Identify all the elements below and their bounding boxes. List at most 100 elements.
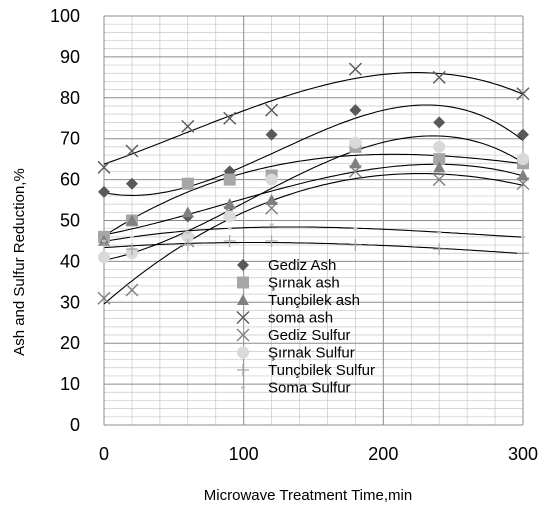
data-point <box>223 173 236 186</box>
data-point <box>125 177 138 190</box>
data-point <box>521 235 525 238</box>
marker-shape <box>517 128 529 141</box>
data-point <box>433 243 446 256</box>
data-point <box>269 223 274 226</box>
marker-shape <box>223 111 237 125</box>
marker-shape <box>125 243 138 256</box>
marker-shape <box>97 291 111 305</box>
x-tick-label: 200 <box>368 444 398 464</box>
marker-shape <box>265 194 278 206</box>
legend-label: soma ash <box>268 310 333 327</box>
data-point <box>432 70 446 84</box>
data-point <box>223 234 236 247</box>
marker-shape <box>236 328 250 342</box>
legend-label: Şırnak ash <box>268 275 340 292</box>
marker-shape <box>237 294 249 305</box>
data-point <box>125 144 139 158</box>
legend-label: Gediz Sulfur <box>268 327 351 344</box>
marker-shape <box>516 87 530 101</box>
data-point <box>433 140 446 153</box>
data-point <box>125 283 139 297</box>
marker-shape <box>227 227 232 230</box>
data-point <box>433 161 446 173</box>
legend-marker <box>237 364 249 376</box>
y-tick-label: 80 <box>60 88 80 108</box>
marker-shape <box>349 104 362 117</box>
marker-shape <box>223 173 236 186</box>
y-tick-label: 10 <box>60 374 80 394</box>
data-point <box>265 194 278 206</box>
data-point <box>353 227 358 230</box>
marker-shape <box>181 239 194 252</box>
marker-shape <box>237 346 249 359</box>
data-point <box>223 111 237 125</box>
marker-shape <box>125 214 138 226</box>
marker-shape <box>265 173 278 186</box>
marker-shape <box>181 230 194 243</box>
data-point <box>265 103 279 117</box>
y-tick-label: 30 <box>60 292 80 312</box>
x-tick-label: 0 <box>99 444 109 464</box>
y-axis-title: Ash and Sulfur Reduction,% <box>11 168 28 356</box>
data-point <box>265 128 278 141</box>
marker-shape <box>433 140 446 153</box>
data-point <box>349 136 362 149</box>
data-point <box>97 291 111 305</box>
marker-shape <box>223 210 236 223</box>
marker-shape <box>181 119 195 133</box>
legend-marker <box>237 346 249 359</box>
legend-marker <box>236 328 250 342</box>
marker-shape <box>181 206 194 218</box>
marker-shape <box>265 234 278 247</box>
data-point <box>349 239 362 252</box>
marker-shape <box>185 231 190 234</box>
trendline <box>103 226 524 242</box>
x-tick-label: 100 <box>229 444 259 464</box>
trendline <box>103 104 524 196</box>
marker-shape <box>98 185 110 198</box>
marker-shape <box>521 235 525 238</box>
marker-shape <box>433 243 446 256</box>
data-point <box>516 177 530 191</box>
marker-shape <box>237 259 249 271</box>
marker-shape <box>348 62 362 76</box>
trendline <box>103 135 524 261</box>
marker-shape <box>241 386 245 389</box>
legend-label: Tunçbilek ash <box>268 292 360 309</box>
trendline <box>103 153 524 237</box>
marker-shape <box>269 223 274 226</box>
trendline <box>103 163 524 236</box>
data-point <box>125 214 138 226</box>
data-point <box>265 234 278 247</box>
data-point <box>432 173 446 187</box>
legend-label: Gediz Ash <box>268 257 336 274</box>
marker-shape <box>223 234 236 247</box>
marker-shape <box>223 198 236 210</box>
data-point <box>181 206 194 218</box>
marker-shape <box>353 227 358 230</box>
y-tick-label: 100 <box>50 6 80 26</box>
legend-label: Tunçbilek Sulfur <box>268 362 375 379</box>
data-point <box>265 173 278 186</box>
marker-shape <box>102 239 106 242</box>
data-point <box>348 62 362 76</box>
legend-marker <box>241 386 245 389</box>
data-point <box>265 201 279 215</box>
y-tick-label: 20 <box>60 333 80 353</box>
marker-shape <box>433 153 446 166</box>
marker-shape <box>517 169 529 181</box>
minor-gridlines <box>104 16 523 425</box>
trendlines <box>103 72 524 305</box>
data-point <box>223 198 236 210</box>
data-point <box>125 243 138 256</box>
data-point <box>129 235 134 238</box>
data-point <box>181 119 195 133</box>
marker-shape <box>433 116 446 129</box>
marker-shape <box>265 103 279 117</box>
y-tick-label: 70 <box>60 129 80 149</box>
data-point <box>227 227 232 230</box>
marker-shape <box>348 164 362 178</box>
marker-shape <box>129 235 134 238</box>
marker-shape <box>265 128 278 141</box>
